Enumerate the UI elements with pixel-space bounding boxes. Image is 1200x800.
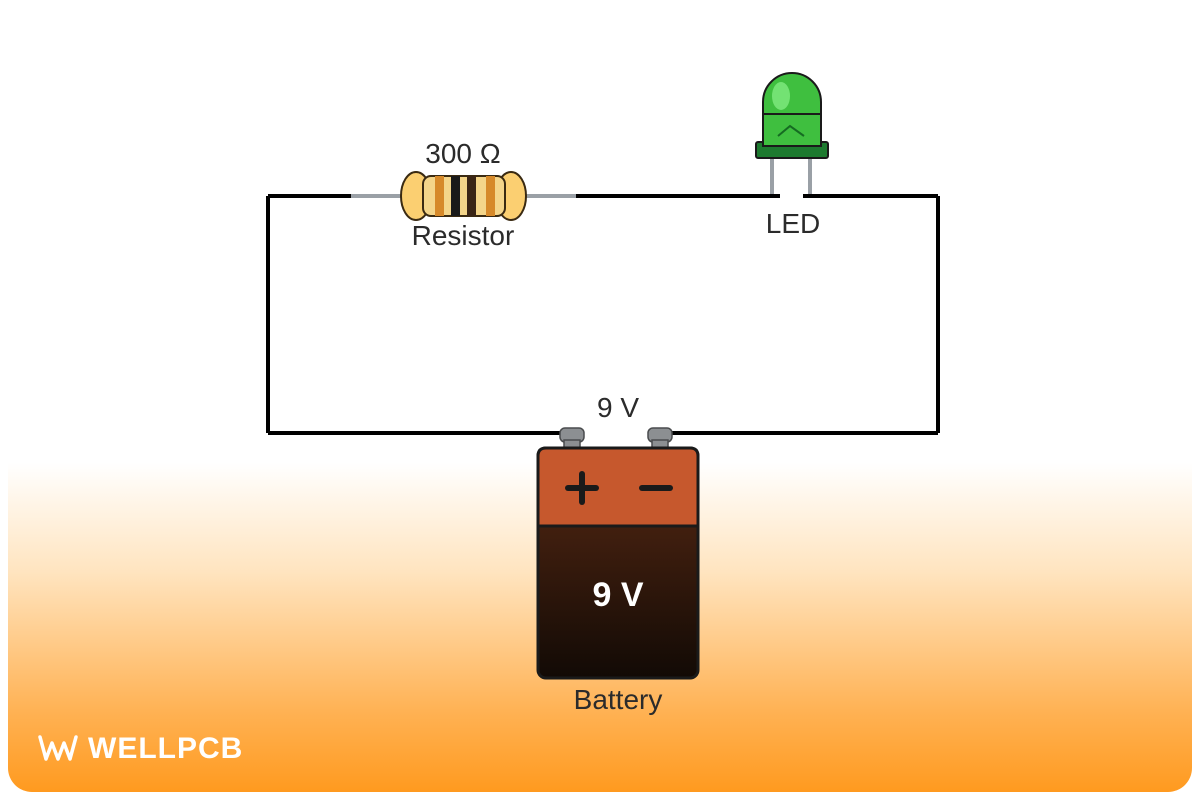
battery-name-label: Battery: [568, 684, 668, 716]
diagram-card: 9 V 300 Ω Resistor LED 9 V Battery WELLP…: [8, 8, 1192, 792]
voltage-label: 9 V: [583, 392, 653, 424]
led: [756, 73, 828, 196]
brand-logo-text: WELLPCB: [88, 732, 243, 766]
resistor: [351, 172, 576, 220]
brand-logo: WELLPCB: [38, 732, 243, 766]
resistor-value-label: 300 Ω: [403, 138, 523, 170]
battery: 9 V: [538, 428, 698, 678]
battery-voltage-text: 9 V: [592, 576, 643, 614]
led-name-label: LED: [753, 208, 833, 240]
resistor-name-label: Resistor: [403, 220, 523, 252]
brand-logo-icon: [38, 733, 78, 765]
